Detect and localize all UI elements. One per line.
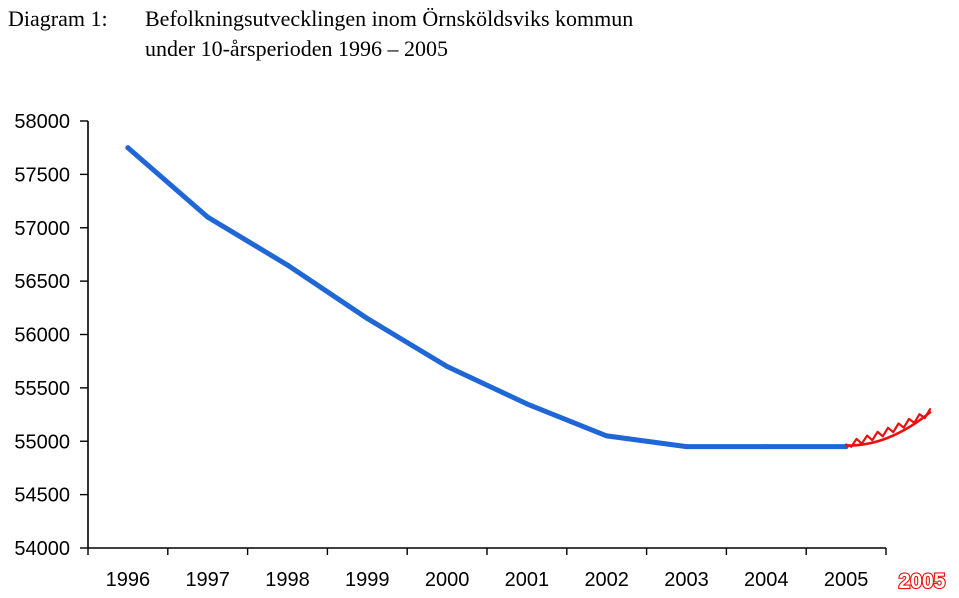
data-point — [205, 214, 211, 220]
trend-scribble — [845, 408, 932, 448]
chart-title: Diagram 1: Befolkningsutvecklingen inom … — [8, 4, 633, 64]
y-tick-label: 57500 — [14, 164, 70, 186]
x-tick-label: 1998 — [265, 569, 310, 591]
y-tick-label: 54500 — [14, 485, 70, 507]
x-tick-label: 1997 — [185, 569, 230, 591]
x-tick-label: 2000 — [425, 569, 470, 591]
data-point — [444, 364, 450, 370]
data-point — [604, 433, 610, 439]
y-ticks: 54000 54500 55000 55500 56000 56500 57000 57500… — [14, 111, 88, 560]
data-point — [524, 401, 530, 407]
y-tick-label: 55000 — [14, 431, 70, 453]
annotation: 2005 — [844, 408, 947, 594]
y-tick-label: 54000 — [14, 538, 70, 560]
title-line-2: under 10-årsperioden 1996 – 2005 — [145, 36, 449, 61]
x-tick-label: 2002 — [584, 569, 629, 591]
axes — [87, 121, 886, 549]
x-ticks: 1996 1997 1998 1999 2000 2001 2002 2003 2004 2005 — [87, 548, 887, 591]
data-point — [684, 444, 689, 450]
x-tick-label: 2005 — [824, 569, 869, 591]
annotation-label: 2005 — [899, 570, 946, 593]
data-point — [125, 145, 131, 151]
data-point — [763, 444, 769, 450]
series — [125, 145, 849, 450]
y-tick-label: 56000 — [14, 325, 70, 347]
x-tick-label: 1996 — [106, 569, 151, 591]
series-line — [125, 145, 849, 450]
x-tick-label: 2003 — [664, 569, 709, 591]
x-tick-label: 2001 — [505, 569, 550, 591]
title-line-1: Befolkningsutvecklingen inom Örnsköldsvi… — [145, 6, 634, 31]
y-tick-label: 56500 — [14, 271, 70, 293]
y-tick-label: 55500 — [14, 378, 70, 400]
data-point — [364, 315, 370, 321]
y-tick-label: 58000 — [14, 111, 70, 133]
trend-stroke — [844, 411, 932, 447]
x-tick-label: 2004 — [744, 569, 789, 591]
data-point — [285, 262, 290, 268]
title-label: Diagram 1: — [8, 6, 108, 31]
y-tick-label: 57000 — [14, 218, 70, 240]
x-tick-label: 1999 — [345, 569, 390, 591]
